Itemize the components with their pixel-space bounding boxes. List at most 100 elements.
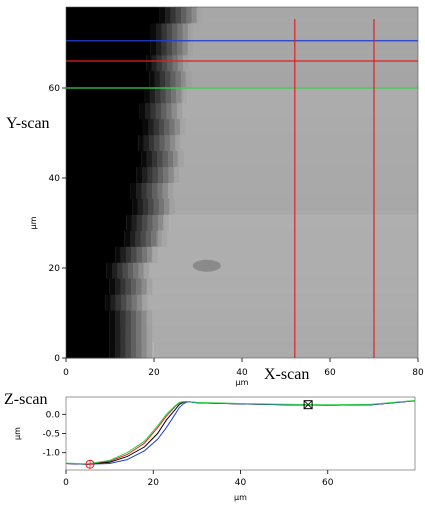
edge-transition-step bbox=[152, 166, 159, 183]
edge-transition-step bbox=[143, 134, 150, 152]
edge-transition-step bbox=[169, 118, 175, 136]
edge-transition-step bbox=[125, 278, 132, 295]
edge-dark-row bbox=[66, 54, 147, 72]
edge-transition-step bbox=[181, 86, 187, 104]
edge-transition-step bbox=[179, 118, 186, 136]
edge-transition-step bbox=[162, 150, 168, 168]
scan-stripe bbox=[145, 294, 419, 311]
edge-dark-row bbox=[66, 230, 125, 247]
edge-dark-row bbox=[66, 70, 150, 88]
edge-transition-step bbox=[136, 294, 143, 311]
edge-transition-step bbox=[141, 182, 147, 199]
edge-transition-step bbox=[141, 278, 147, 295]
scan-stripe bbox=[184, 70, 418, 87]
edge-transition-step bbox=[191, 7, 198, 24]
edge-transition-step bbox=[175, 70, 182, 88]
edge-transition-step bbox=[120, 246, 127, 263]
edge-transition-step bbox=[157, 166, 164, 183]
edge-transition-step bbox=[166, 38, 173, 56]
scan-stripe bbox=[150, 326, 418, 343]
scan-stripe bbox=[168, 198, 418, 215]
edge-transition-step bbox=[157, 214, 164, 231]
edge-transition-step bbox=[177, 22, 183, 40]
edge-dark-row bbox=[66, 198, 133, 215]
edge-transition-step bbox=[142, 214, 148, 231]
edge-transition-step bbox=[136, 342, 142, 359]
x-tick-label: 0 bbox=[63, 368, 69, 378]
edge-transition-step bbox=[157, 182, 163, 199]
profile-green-line bbox=[65, 400, 416, 465]
image-axes: 0 20 40 60 80 0 20 40 60 µm µm bbox=[29, 84, 424, 387]
edge-transition-step bbox=[171, 38, 178, 56]
edge-transition-step bbox=[153, 118, 160, 136]
edge-transition-step bbox=[142, 166, 148, 183]
edge-transition-step bbox=[146, 310, 153, 327]
edge-transition-step bbox=[145, 102, 151, 120]
edge-transition-step bbox=[130, 182, 137, 199]
edge-transition-step bbox=[169, 198, 175, 215]
x-tick-label: 40 bbox=[235, 478, 247, 488]
edge-transition-step bbox=[167, 182, 174, 199]
edge-transition-step bbox=[170, 86, 177, 104]
edge-transition-step bbox=[176, 86, 182, 104]
y-tick-label: 40 bbox=[49, 174, 61, 184]
y-scan-label: Y-scan bbox=[6, 115, 50, 132]
edge-dark-row bbox=[66, 214, 127, 231]
edge-transition-step bbox=[187, 38, 194, 56]
square-cursor-crosshair bbox=[303, 400, 313, 409]
edge-transition-step bbox=[186, 70, 192, 88]
edge-transition-step bbox=[147, 166, 153, 183]
y-tick-label: 60 bbox=[49, 84, 61, 94]
profile-axes: 0 20 40 60 0.0 -0.5 -1.0 µm µm bbox=[13, 410, 334, 502]
y-axis-label: µm bbox=[29, 216, 38, 229]
edge-transition-step bbox=[126, 214, 132, 231]
scan-stripe bbox=[183, 86, 418, 103]
edge-transition-step bbox=[125, 246, 132, 263]
scan-stripe bbox=[190, 22, 418, 39]
edge-transition-step bbox=[132, 198, 138, 215]
x-tick-label: 80 bbox=[412, 368, 424, 378]
edge-transition-step bbox=[146, 342, 153, 359]
edge-transition-step bbox=[147, 246, 153, 263]
edge-transition-step bbox=[159, 70, 166, 88]
x-tick-label: 20 bbox=[148, 368, 160, 378]
x-axis-label: µm bbox=[236, 378, 249, 387]
edge-transition-step bbox=[110, 294, 116, 311]
edge-transition-step bbox=[165, 70, 171, 88]
edge-transition-step bbox=[175, 7, 182, 24]
edge-transition-step bbox=[183, 54, 189, 72]
profile-series bbox=[65, 400, 416, 465]
scan-stripe bbox=[151, 246, 418, 263]
scan-overlay-lines bbox=[66, 19, 418, 358]
edge-transition-step bbox=[136, 182, 142, 199]
x-tick-label: 0 bbox=[63, 478, 69, 488]
edge-dark-row bbox=[66, 7, 160, 24]
edge-transition-step bbox=[109, 326, 116, 343]
y-tick-label: -0.5 bbox=[42, 430, 60, 440]
edge-transition-step bbox=[145, 230, 152, 247]
scan-stripe bbox=[147, 310, 418, 327]
edge-transition-step bbox=[142, 198, 149, 215]
z-scan-label: Z-scan bbox=[4, 391, 48, 408]
edge-transition-step bbox=[130, 326, 137, 343]
edge-transition-step bbox=[146, 54, 152, 72]
edge-transition-step bbox=[156, 54, 163, 72]
edge-transition-step bbox=[165, 7, 171, 24]
edge-transition-step bbox=[182, 22, 189, 40]
edge-dark-row bbox=[66, 86, 145, 104]
edge-dark-row bbox=[66, 38, 151, 56]
edge-transition-step bbox=[139, 102, 146, 120]
x-tick-label: 60 bbox=[324, 368, 336, 378]
scan-stripe bbox=[148, 262, 418, 279]
edge-transition-step bbox=[127, 262, 134, 279]
edge-transition-step bbox=[158, 118, 165, 136]
edge-transition-step bbox=[176, 102, 183, 120]
edge-transition-step bbox=[173, 166, 180, 183]
edge-transition-step bbox=[109, 310, 116, 327]
edge-transition-step bbox=[150, 38, 157, 56]
x-scan-label: X-scan bbox=[264, 366, 310, 383]
edge-transition-step bbox=[180, 7, 187, 24]
edge-transition-step bbox=[131, 246, 137, 263]
edge-transition-step bbox=[136, 310, 142, 327]
x-axis-label: µm bbox=[234, 493, 247, 502]
